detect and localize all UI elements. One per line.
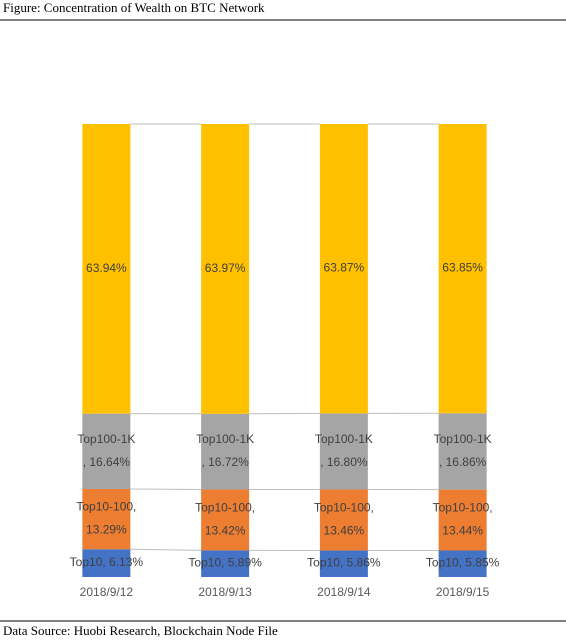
data-label: Top10, 6.13% [70,555,144,569]
bar-segment [319,550,368,577]
data-label: 63.97% [205,261,246,275]
data-label: Top100-1K, 16.86% [434,432,492,469]
data-label: 63.87% [324,261,365,275]
data-label: Top100-1K, 16.72% [196,432,254,469]
bar-segment [319,124,368,414]
bar-segment [201,489,250,551]
bar-segment [438,550,487,577]
bar-segment [319,413,368,490]
data-label: Top10-100, 13.29% [76,500,136,537]
bar-segment [201,124,250,414]
bar-segment [82,489,131,550]
bar-segment [82,413,131,490]
x-tick-label: 2018/9/13 [198,585,252,599]
data-label: Top100-1K, 16.80% [315,432,373,469]
data-label: 63.94% [86,261,127,275]
bar-segment [319,489,368,551]
data-label: Top10-100, 13.44% [433,501,493,538]
chart-title: Figure: Concentration of Wealth on BTC N… [3,0,265,15]
bar-segment [82,124,131,414]
data-label: Top10-100, 13.46% [314,501,374,538]
data-label: 63.85% [442,261,483,275]
x-tick-label: 2018/9/15 [436,585,490,599]
data-label: Top10, 5.89% [188,556,262,570]
source: Data Source: Huobi Research, Blockchain … [3,623,278,638]
bar-segment [438,489,487,551]
data-label: Top10-100, 13.42% [195,501,255,538]
x-tick-label: 2018/9/14 [317,585,371,599]
bar-segment [201,550,250,577]
data-label: Top100-1K, 16.64% [77,432,135,469]
bar-segment [201,413,250,490]
bar-segment [438,124,487,414]
bar-segment [82,549,131,577]
x-tick-label: 2018/9/12 [80,585,134,599]
data-label: Top10, 5.86% [307,556,381,570]
series-line [130,548,202,551]
data-label: Top10, 5.85% [426,556,500,570]
bar-segment [438,413,487,490]
